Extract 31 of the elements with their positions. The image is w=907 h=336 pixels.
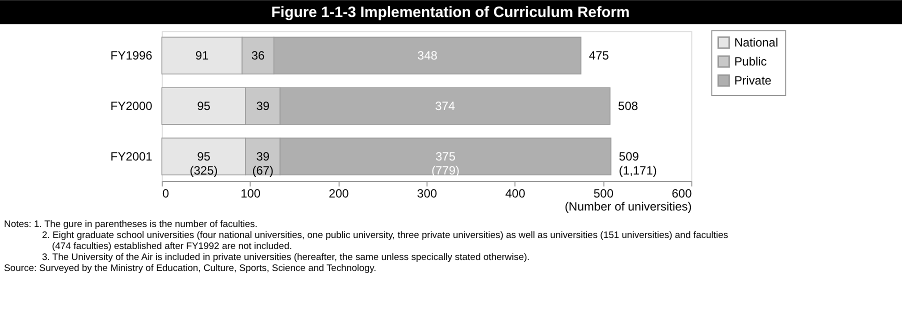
x-tick-label: 200 [328,186,350,200]
legend-label: Public [734,54,767,69]
data-label: 348 [417,48,438,63]
x-tick-label: 300 [417,186,438,200]
x-tick-label: 600 [672,186,692,200]
total-label: 508 [618,99,638,114]
x-tick-label: 400 [505,186,526,200]
total-label: 475 [588,48,610,63]
source-note: Source: Surveyed by the Ministry of Education, Culture, Sports, Science and Technology. [4,262,376,274]
total-label: 509 (1,171) [618,149,657,178]
data-label: 39 [256,99,270,114]
x-tick-label: 500 [594,186,614,200]
y-tick-label: FY1996 [110,48,153,63]
legend-label: National [734,36,778,50]
data-label: 374 [435,99,456,114]
legend-label: Private [734,74,772,88]
x-tick-label: 100 [240,186,261,200]
text: Notes: 1. The gure in parentheses is the number of faculties. [4,218,258,230]
text: 2. Eight graduate school universities (four national universities, one public university, three private universities) as well as universities (151 universities) and faculties (474 faculties) established after FY1992 are not included. [42,230,728,252]
y-tick-label: FY2001 [110,149,153,164]
data-label: 91 [195,48,209,63]
data-label: 36 [251,48,265,63]
data-label: 39 (67) [252,149,274,178]
chart-title: Figure 1-1-3 Implementation of Curriculum Reform [271,4,630,22]
x-tick-label: 0 [162,186,170,200]
data-label: 95 (325) [190,149,218,178]
data-label: 375 (779) [432,149,460,178]
x-axis-title: (Number of universities) [564,199,692,214]
y-tick-label: FY2000 [110,99,153,114]
text: 3. The University of the Air is included in private universities (hereafter, the same unless specically stated otherwise). [42,252,530,263]
data-label: 95 [197,99,211,114]
